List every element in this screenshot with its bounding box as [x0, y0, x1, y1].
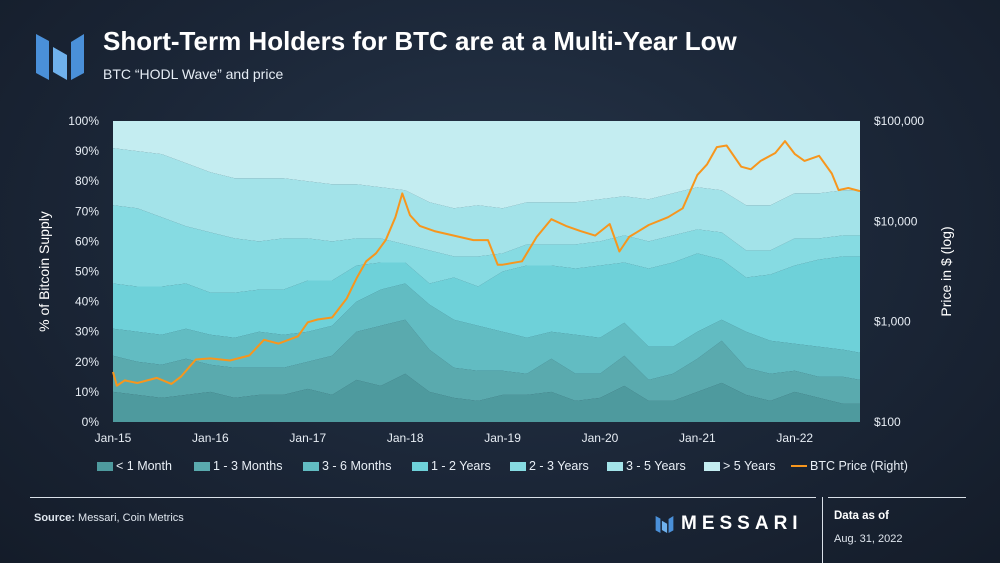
- y-tick-label: 10%: [75, 385, 99, 399]
- messari-logo-icon: [655, 515, 674, 533]
- y-tick-label: 50%: [75, 265, 99, 279]
- legend-item-3-6-months: 3 - 6 Months: [303, 459, 391, 473]
- area-series-2: [113, 283, 860, 380]
- brand-wordmark: MESSARI: [681, 513, 803, 534]
- y-tick-label: 60%: [75, 234, 99, 248]
- source-label: Source:: [34, 512, 75, 524]
- legend-label: 2 - 3 Years: [529, 459, 589, 473]
- y-tick-label: 40%: [75, 295, 99, 309]
- y-tick-label: 70%: [75, 204, 99, 218]
- legend-swatch: [791, 465, 807, 467]
- legend-label: 3 - 5 Years: [626, 459, 686, 473]
- legend-item-gt-5-years: > 5 Years: [704, 459, 775, 473]
- brand-footer: MESSARI: [654, 513, 803, 535]
- x-tick-label: Jan-15: [95, 431, 132, 445]
- area-series-0: [113, 373, 860, 422]
- y-axis-title: % of Bitcoin Supply: [36, 211, 52, 332]
- legend-item-btc-price: BTC Price (Right): [791, 459, 908, 473]
- page-subtitle: BTC “HODL Wave” and price: [103, 66, 284, 82]
- y-tick-label: 30%: [75, 325, 99, 339]
- x-tick-label: Jan-19: [484, 431, 521, 445]
- y-tick-label: 0%: [82, 415, 100, 429]
- footer-divider-left: [30, 497, 816, 498]
- area-series-3: [113, 253, 860, 353]
- messari-logo-icon: [36, 34, 84, 80]
- legend-item-1-2-years: 1 - 2 Years: [412, 459, 491, 473]
- legend-swatch: [607, 461, 623, 471]
- legend-item-1-3-months: 1 - 3 Months: [194, 459, 282, 473]
- x-tick-label: Jan-20: [582, 431, 619, 445]
- data-as-of-label: Data as of: [834, 510, 889, 522]
- footer-divider-right: [828, 497, 966, 498]
- legend-label: < 1 Month: [116, 459, 172, 473]
- legend-label: 1 - 3 Months: [213, 459, 283, 473]
- y-tick-label: 100%: [68, 114, 99, 128]
- legend-item-3-5-years: 3 - 5 Years: [607, 459, 686, 473]
- x-tick-label: Jan-22: [776, 431, 813, 445]
- x-tick-label: Jan-17: [289, 431, 326, 445]
- y-tick-label: 80%: [75, 174, 99, 188]
- y2-tick-label: $100: [874, 415, 901, 429]
- legend-swatch: [194, 461, 210, 471]
- legend-swatch: [704, 461, 720, 471]
- x-tick-label: Jan-16: [192, 431, 229, 445]
- legend-item-2-3-years: 2 - 3 Years: [510, 459, 589, 473]
- x-tick-label: Jan-21: [679, 431, 716, 445]
- page-title: Short-Term Holders for BTC are at a Mult…: [103, 26, 737, 56]
- x-tick-label: Jan-18: [387, 431, 424, 445]
- chart-legend: < 1 Month 1 - 3 Months 3 - 6 Months 1 - …: [97, 459, 927, 477]
- source-text: Messari, Coin Metrics: [78, 512, 184, 524]
- y-tick-label: 90%: [75, 144, 99, 158]
- data-as-of-date: Aug. 31, 2022: [834, 533, 903, 545]
- area-series-4: [113, 205, 860, 293]
- y2-tick-label: $1,000: [874, 315, 911, 329]
- legend-swatch: [510, 461, 526, 471]
- area-series-1: [113, 319, 860, 404]
- legend-swatch: [303, 461, 319, 471]
- y2-tick-label: $10,000: [874, 214, 918, 228]
- legend-swatch: [412, 461, 428, 471]
- footer-vertical-divider: [822, 497, 823, 563]
- y2-axis-title: Price in $ (log): [938, 226, 954, 316]
- source-note: Source: Messari, Coin Metrics: [34, 512, 184, 524]
- btc-price-line: [112, 140, 861, 387]
- legend-swatch: [97, 461, 113, 471]
- area-series-6: [113, 121, 860, 209]
- legend-label: 3 - 6 Months: [322, 459, 392, 473]
- area-series-5: [113, 148, 860, 257]
- legend-label: 1 - 2 Years: [431, 459, 491, 473]
- legend-label: > 5 Years: [723, 459, 776, 473]
- legend-label: BTC Price (Right): [810, 459, 908, 473]
- legend-item-lt-1-month: < 1 Month: [97, 459, 172, 473]
- y2-tick-label: $100,000: [874, 114, 924, 128]
- y-tick-label: 20%: [75, 355, 99, 369]
